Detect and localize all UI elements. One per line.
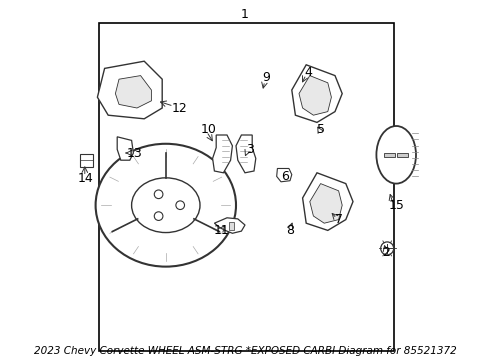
Circle shape bbox=[176, 201, 185, 210]
Polygon shape bbox=[117, 137, 133, 160]
Polygon shape bbox=[116, 76, 151, 108]
Polygon shape bbox=[236, 135, 256, 173]
Text: 8: 8 bbox=[286, 224, 294, 237]
Ellipse shape bbox=[376, 126, 416, 184]
Bar bbox=[229, 222, 234, 230]
Text: 1: 1 bbox=[241, 8, 249, 21]
Text: 10: 10 bbox=[201, 123, 217, 136]
Circle shape bbox=[154, 190, 163, 199]
Bar bbox=[397, 153, 408, 157]
Polygon shape bbox=[213, 135, 232, 173]
Text: 4: 4 bbox=[304, 66, 312, 78]
Polygon shape bbox=[303, 173, 353, 230]
Bar bbox=[384, 153, 395, 157]
Polygon shape bbox=[310, 184, 342, 223]
Text: 9: 9 bbox=[263, 71, 270, 84]
Text: 13: 13 bbox=[126, 147, 142, 159]
Text: 3: 3 bbox=[246, 143, 254, 156]
Polygon shape bbox=[277, 168, 292, 182]
Ellipse shape bbox=[132, 178, 200, 233]
Text: 6: 6 bbox=[281, 170, 289, 183]
Polygon shape bbox=[215, 218, 245, 233]
Text: 2023 Chevy Corvette WHEEL ASM-STRG *EXPOSED CARBI Diagram for 85521372: 2023 Chevy Corvette WHEEL ASM-STRG *EXPO… bbox=[34, 346, 456, 356]
Ellipse shape bbox=[96, 144, 236, 267]
Text: 7: 7 bbox=[335, 213, 343, 226]
Circle shape bbox=[154, 212, 163, 220]
Circle shape bbox=[381, 242, 393, 255]
Text: 5: 5 bbox=[318, 123, 325, 136]
Bar bbox=[99, 23, 394, 351]
Text: 12: 12 bbox=[172, 102, 187, 114]
Text: 11: 11 bbox=[214, 224, 229, 237]
Text: 15: 15 bbox=[388, 199, 404, 212]
Polygon shape bbox=[98, 61, 162, 119]
Bar bbox=[80, 154, 93, 167]
Polygon shape bbox=[292, 65, 342, 122]
Polygon shape bbox=[299, 76, 331, 115]
Text: 2: 2 bbox=[383, 246, 391, 258]
Text: 14: 14 bbox=[77, 172, 94, 185]
